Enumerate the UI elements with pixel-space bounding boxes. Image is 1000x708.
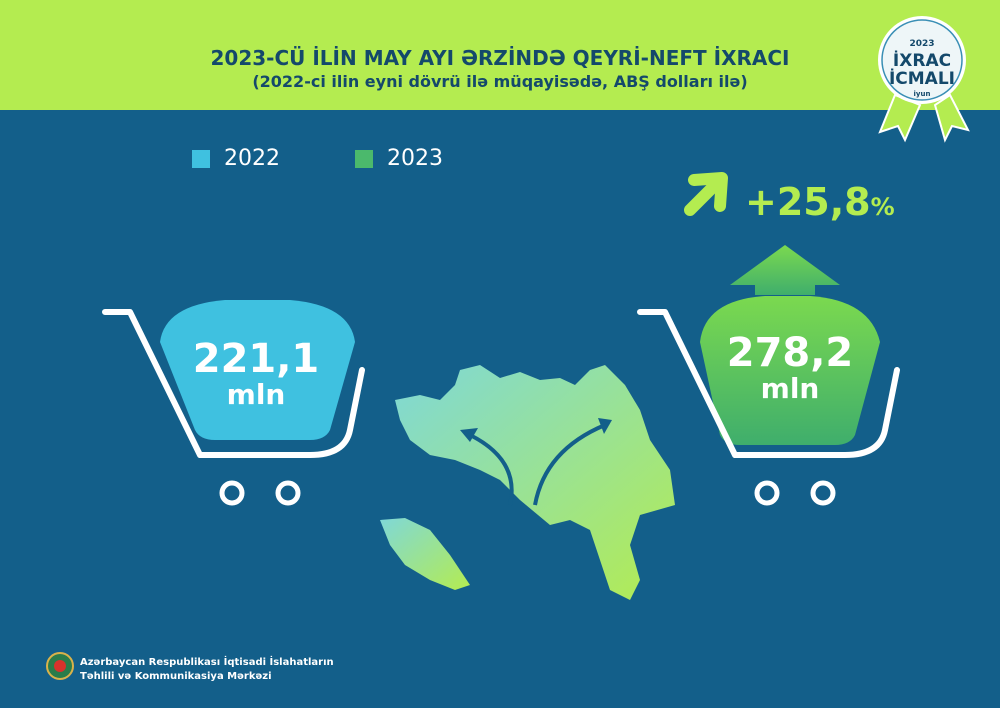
- page-title: 2023-CÜ İLİN MAY AYI ƏRZİNDƏ QEYRİ-NEFT …: [210, 46, 790, 70]
- bar-2023: [700, 296, 880, 445]
- legend-swatch-2023: [355, 149, 373, 168]
- bar-2022: [160, 300, 355, 440]
- legend-item-2022: 2022: [192, 146, 280, 171]
- page-subtitle: (2022-ci ilin eyni dövrü ilə müqayisədə,…: [252, 72, 748, 91]
- legend-label-2022: 2022: [224, 146, 280, 171]
- change-value: +25,8: [745, 180, 871, 224]
- value-2022-number: 221,1: [192, 336, 320, 382]
- emblem-logo: [46, 652, 74, 680]
- legend-swatch-2022: [192, 149, 210, 168]
- footer-line2: Təhlili və Kommunikasiya Mərkəzi: [80, 671, 272, 682]
- badge-line1: İXRAC: [893, 49, 951, 71]
- value-2022-unit: mln: [226, 378, 286, 411]
- change-unit: %: [870, 193, 895, 221]
- legend-label-2023: 2023: [387, 146, 443, 171]
- cart-2023: [637, 245, 900, 506]
- legend-item-2023: 2023: [355, 146, 443, 171]
- footer-line1: Azərbaycan Respublikası İqtisadi İslahat…: [80, 657, 334, 668]
- badge-year: 2023: [909, 39, 934, 49]
- change-percent: +25,8%: [745, 180, 895, 224]
- badge-month: iyun: [914, 90, 931, 98]
- footer-organization: Azərbaycan Respublikası İqtisadi İslahat…: [80, 656, 334, 684]
- badge-ribbon: 2023 İXRAC İCMALI iyun: [878, 16, 970, 143]
- badge-line2: İCMALI: [889, 67, 955, 89]
- azerbaijan-map: [380, 365, 675, 600]
- value-2022: 221,1 mln: [166, 336, 346, 411]
- header-band: [0, 0, 1000, 110]
- value-2023-number: 278,2: [726, 330, 854, 376]
- cart-2022: [102, 300, 365, 506]
- value-2023: 278,2 mln: [700, 330, 880, 405]
- value-2023-unit: mln: [760, 372, 820, 405]
- arrow-up-right-icon: [684, 172, 728, 216]
